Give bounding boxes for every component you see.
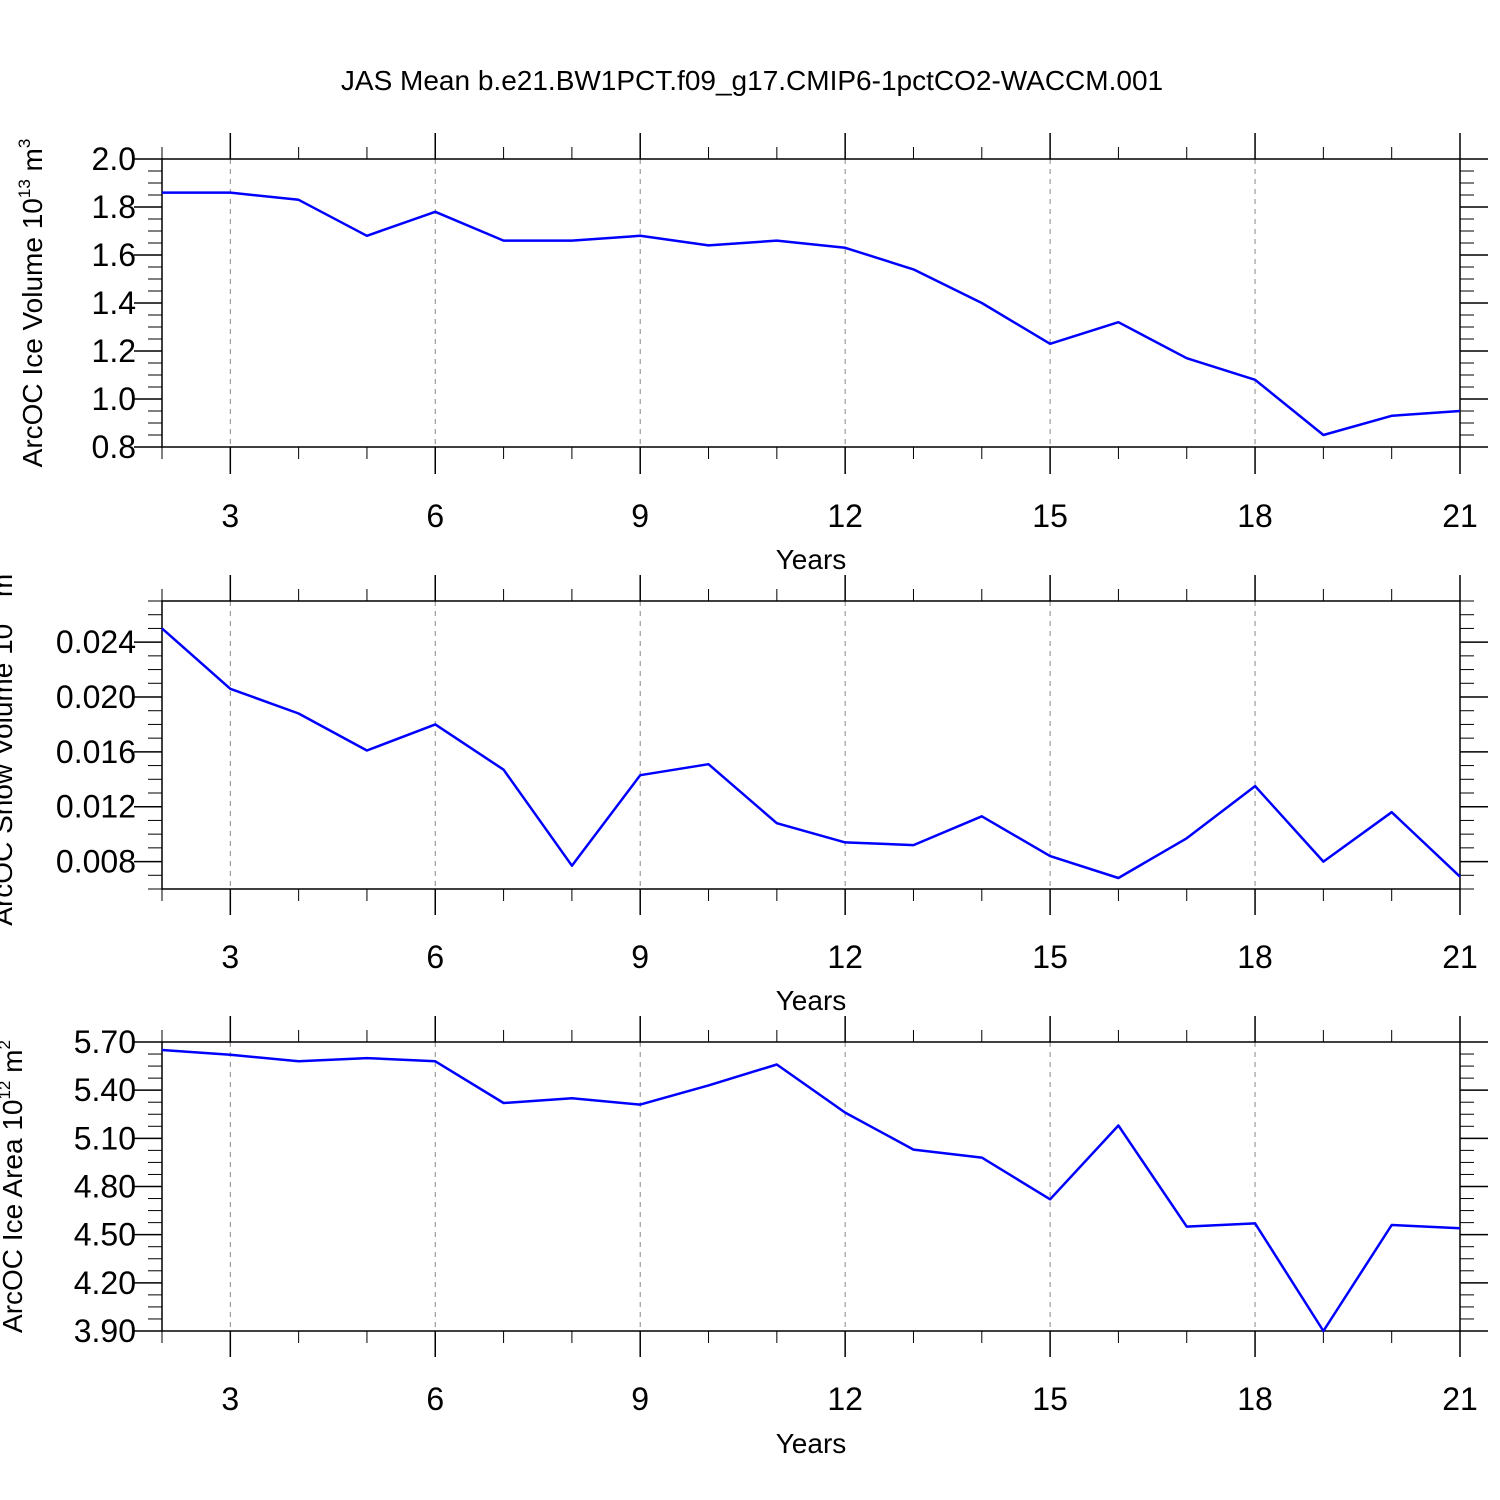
plot-frame <box>161 600 1461 890</box>
panels: 3 6 9 12 15 18 21 Years 0.8 1.0 1.2 1.4 1.6 1.8 2.0 Arc… <box>0 133 1488 1459</box>
y-tick-label: 1.2 <box>92 333 136 369</box>
y-tick-label: 0.008 <box>56 844 136 880</box>
series-line <box>161 1048 1461 1333</box>
x-tick-label: 21 <box>1442 939 1478 975</box>
y-axis-label-superscript: 2 <box>0 1040 14 1049</box>
y-tick-label: 3.90 <box>74 1313 136 1349</box>
y-tick-label: 5.10 <box>74 1120 136 1156</box>
x-tick-label: 6 <box>426 1381 444 1417</box>
y-tick-label: 5.70 <box>74 1024 136 1060</box>
y-axis-label-part: ArcOC Ice Area 10 <box>0 1100 28 1333</box>
y-axis-label-superscript: 13 <box>0 605 4 624</box>
plot-frame <box>161 158 1461 448</box>
y-tick-label: 4.80 <box>74 1169 136 1205</box>
panel-2: 3 6 9 12 15 18 21 Years 0.008 0.012 0.016 0.020 0.02… <box>0 564 1488 1016</box>
y-axis-label-superscript: 3 <box>0 564 4 573</box>
y-tick-label: 1.4 <box>92 285 136 321</box>
x-tick-label: 15 <box>1032 939 1068 975</box>
y-tick-label: 1.0 <box>92 381 136 417</box>
x-tick-label: 6 <box>426 939 444 975</box>
y-axis-label-superscript: 3 <box>15 139 34 148</box>
x-tick-label: 21 <box>1442 1381 1478 1417</box>
y-tick-label: 0.016 <box>56 734 136 770</box>
y-axis-label-superscript: 12 <box>0 1081 14 1100</box>
y-axis-label-part: m <box>0 574 18 605</box>
x-tick-label: 21 <box>1442 498 1478 534</box>
y-axis-label-part: ArcOC Snow Volume 10 <box>0 624 18 926</box>
x-axis-label: Years <box>776 544 847 575</box>
x-tick-label: 18 <box>1237 939 1273 975</box>
y-tick-label: 1.8 <box>92 189 136 225</box>
x-tick-label: 9 <box>631 939 649 975</box>
y-tick-label: 0.024 <box>56 624 136 660</box>
figure-title: JAS Mean b.e21.BW1PCT.f09_g17.CMIP6-1pct… <box>341 65 1163 96</box>
x-axis-label: Years <box>776 1428 847 1459</box>
y-axis-label: ArcOC Ice Volume 1013 m3 <box>15 139 48 468</box>
x-tick-label: 12 <box>827 498 863 534</box>
y-tick-label: 0.012 <box>56 789 136 825</box>
y-axis-label-part: ArcOC Ice Volume 10 <box>17 198 48 467</box>
y-axis-label-part: m <box>17 148 48 179</box>
y-tick-label: 2.0 <box>92 141 136 177</box>
x-tick-label: 3 <box>221 1381 239 1417</box>
y-tick-label: 0.020 <box>56 679 136 715</box>
x-tick-label: 9 <box>631 498 649 534</box>
x-tick-label: 15 <box>1032 498 1068 534</box>
plot-frame <box>161 1041 1461 1332</box>
y-tick-label: 5.40 <box>74 1072 136 1108</box>
y-axis-label-superscript: 13 <box>15 179 34 198</box>
x-tick-label: 15 <box>1032 1381 1068 1417</box>
x-tick-label: 3 <box>221 939 239 975</box>
x-tick-label: 6 <box>426 498 444 534</box>
y-tick-label: 4.50 <box>74 1217 136 1253</box>
y-tick-label: 4.20 <box>74 1265 136 1301</box>
panel-1: 3 6 9 12 15 18 21 Years 0.8 1.0 1.2 1.4 1.6 1.8 2.0 Arc… <box>15 133 1488 575</box>
y-tick-label: 1.6 <box>92 237 136 273</box>
x-tick-label: 18 <box>1237 1381 1273 1417</box>
x-tick-label: 12 <box>827 1381 863 1417</box>
y-axis-label: ArcOC Snow Volume 1013 m3 <box>0 564 18 925</box>
series-line <box>161 627 1461 880</box>
x-tick-label: 18 <box>1237 498 1273 534</box>
series-line <box>162 191 1461 437</box>
y-axis-label: ArcOC Ice Area 1012 m2 <box>0 1040 28 1333</box>
y-axis-label-part: m <box>0 1050 28 1081</box>
x-axis-label: Years <box>776 985 847 1016</box>
x-tick-label: 3 <box>221 498 239 534</box>
panel-3: 3 6 9 12 15 18 21 Years 3.90 4.20 4.50 4.80 5.10 5.40… <box>0 1016 1488 1459</box>
x-tick-label: 12 <box>827 939 863 975</box>
x-tick-label: 9 <box>631 1381 649 1417</box>
y-tick-label: 0.8 <box>92 429 136 465</box>
